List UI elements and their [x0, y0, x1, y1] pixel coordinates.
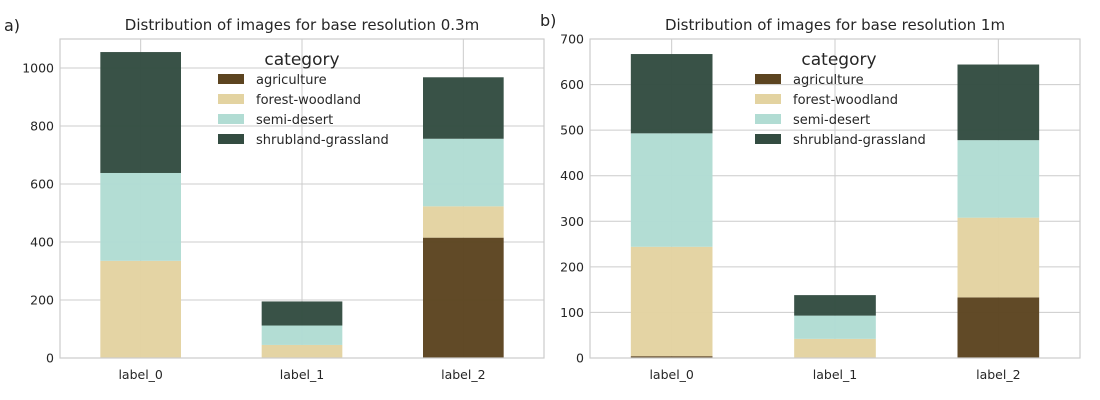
y-tick-label: 0 — [46, 351, 54, 366]
plot-frame — [59, 38, 545, 359]
bar-forest-woodland — [423, 206, 504, 238]
bar-semi-desert — [794, 315, 876, 339]
x-axis: label_0 label_1 label_2 — [649, 367, 1020, 382]
x-tick-label: label_2 — [441, 367, 485, 382]
y-tick-label: 600 — [30, 177, 54, 192]
legend-label: agriculture — [793, 73, 864, 88]
panel-label: b) — [540, 11, 556, 30]
bar-shrubland-grassland — [423, 77, 504, 139]
legend-label: forest-woodland — [256, 93, 361, 108]
bar-forest-woodland — [957, 217, 1040, 298]
y-tick-label: 1000 — [22, 61, 54, 76]
plot-frame — [589, 38, 1081, 359]
panel-label: a) — [4, 16, 20, 35]
bar-agriculture — [957, 297, 1040, 358]
x-axis: label_0 label_1 label_2 — [118, 367, 485, 382]
legend-label: shrubland-grassland — [256, 133, 389, 148]
bars — [100, 52, 504, 358]
x-tick-label: label_0 — [649, 367, 693, 382]
bar-shrubland-grassland — [957, 64, 1040, 141]
legend-swatch — [755, 114, 781, 124]
legend-label: semi-desert — [793, 113, 870, 128]
bar-semi-desert — [100, 172, 181, 261]
bar-semi-desert — [423, 138, 504, 207]
chart-title: Distribution of images for base resoluti… — [665, 16, 1005, 34]
bar-shrubland-grassland — [794, 295, 876, 316]
legend-swatch — [218, 94, 244, 104]
chart-panel-b: b) Distribution of images for base resolu… — [540, 11, 1081, 382]
chart-panel-a: a) Distribution of images for base resolu… — [4, 16, 545, 382]
y-tick-label: 500 — [560, 123, 584, 138]
legend-label: agriculture — [256, 73, 327, 88]
bar-forest-woodland — [261, 344, 343, 358]
legend-title: category — [264, 50, 339, 70]
legend-swatch — [755, 74, 781, 84]
y-tick-label: 800 — [30, 119, 54, 134]
legend-label: shrubland-grassland — [793, 133, 926, 148]
bar-forest-woodland — [100, 260, 181, 358]
bars — [630, 54, 1040, 358]
legend-swatch — [755, 134, 781, 144]
y-tick-label: 400 — [560, 168, 584, 183]
bar-shrubland-grassland — [100, 52, 181, 173]
y-tick-label: 100 — [560, 305, 584, 320]
y-axis: 0 200 400 600 800 1000 — [22, 61, 54, 366]
y-tick-label: 700 — [560, 32, 584, 47]
legend-swatch — [218, 134, 244, 144]
legend-label: forest-woodland — [793, 93, 898, 108]
y-tick-label: 200 — [560, 259, 584, 274]
x-tick-label: label_0 — [118, 367, 162, 382]
bar-agriculture — [423, 237, 504, 358]
y-tick-label: 0 — [576, 351, 584, 366]
y-tick-label: 400 — [30, 235, 54, 250]
legend-swatch — [218, 114, 244, 124]
y-axis: 0 100 200 300 400 500 600 700 — [560, 32, 584, 366]
legend-label: semi-desert — [256, 113, 333, 128]
y-tick-label: 600 — [560, 77, 584, 92]
legend-swatch — [755, 94, 781, 104]
legend: category agriculture forest-woodland semi-d… — [218, 50, 389, 148]
x-tick-label: label_1 — [280, 367, 324, 382]
bar-semi-desert — [957, 140, 1040, 218]
legend: category agriculture forest-woodland semi-d… — [755, 50, 926, 148]
x-tick-label: label_1 — [813, 367, 857, 382]
bar-semi-desert — [261, 325, 343, 345]
chart-title: Distribution of images for base resoluti… — [125, 16, 479, 34]
y-tick-label: 300 — [560, 214, 584, 229]
x-tick-label: label_2 — [976, 367, 1020, 382]
bar-agriculture — [630, 356, 713, 358]
y-tick-label: 200 — [30, 293, 54, 308]
bar-shrubland-grassland — [630, 54, 713, 134]
bar-shrubland-grassland — [261, 301, 343, 326]
bar-forest-woodland — [630, 246, 713, 357]
legend-swatch — [218, 74, 244, 84]
bar-semi-desert — [630, 133, 713, 247]
legend-title: category — [801, 50, 876, 70]
bar-forest-woodland — [794, 338, 876, 358]
